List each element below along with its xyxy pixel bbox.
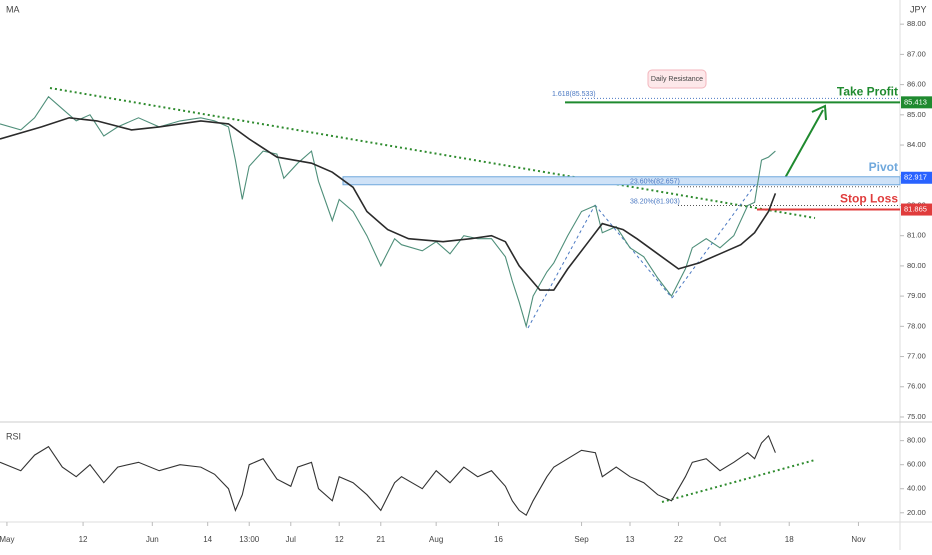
y-tick-label: 60.00	[907, 460, 926, 469]
y-tick-label: 77.00	[907, 352, 926, 361]
fib-label: 38.20%(81.903)	[630, 198, 680, 205]
fib-leg	[527, 204, 596, 329]
y-tick-label: 80.00	[907, 436, 926, 445]
fib-label: 23.60%(82.657)	[630, 179, 680, 186]
y-tick-label: 86.00	[907, 80, 926, 89]
x-tick-label: Aug	[429, 535, 443, 544]
x-tick-label: Nov	[851, 535, 865, 544]
level-label: Pivot	[869, 160, 898, 174]
level-label: Stop Loss	[840, 192, 898, 206]
y-tick-label: 81.00	[907, 231, 926, 240]
currency-label: JPY	[910, 4, 927, 14]
y-tick-label: 88.00	[907, 19, 926, 28]
resistance-callout	[647, 69, 707, 89]
y-tick-label: 79.00	[907, 291, 926, 300]
pivot-zone	[342, 176, 901, 186]
target-arrow	[784, 109, 824, 179]
trendline	[49, 87, 816, 219]
x-tick-label: Jul	[286, 535, 296, 544]
rsi-trendline	[661, 459, 816, 503]
y-tick-label: 40.00	[907, 484, 926, 493]
x-tick-label: 18	[785, 535, 794, 544]
fib-leg	[594, 204, 673, 299]
price-tag-label: 82.917	[904, 173, 927, 182]
y-tick-label: 87.00	[907, 49, 926, 58]
callout-text: Daily Resistance	[651, 76, 703, 83]
y-tick-label: 20.00	[907, 508, 926, 517]
x-tick-label: 22	[674, 535, 683, 544]
x-tick-label: 21	[376, 535, 385, 544]
x-tick-label: May	[0, 535, 14, 544]
indicator-line	[0, 116, 777, 291]
price-tag	[901, 96, 932, 109]
indicator-line	[0, 434, 776, 517]
y-tick-label: 80.00	[907, 261, 926, 270]
x-tick-label: 14	[203, 535, 212, 544]
y-tick-label: 78.00	[907, 321, 926, 330]
price-line	[0, 95, 776, 329]
x-tick-label: 16	[494, 535, 503, 544]
x-tick-label: 12	[335, 535, 344, 544]
x-tick-label: Oct	[714, 535, 727, 544]
y-tick-label: 84.00	[907, 140, 926, 149]
x-tick-label: Sep	[574, 535, 589, 544]
y-tick-label: 75.00	[907, 412, 926, 421]
fib-label: 1.618(85.533)	[552, 91, 596, 98]
price-tag	[901, 171, 932, 184]
price-tag-label: 85.413	[904, 97, 927, 106]
x-tick-label: Jun	[146, 535, 159, 544]
x-tick-label: 12	[79, 535, 88, 544]
arrow-head	[811, 104, 827, 121]
fib-leg	[671, 177, 761, 299]
price-tag	[901, 203, 932, 216]
price-tag-label: 81.865	[904, 205, 927, 214]
x-tick-label: 13	[626, 535, 635, 544]
x-tick-label: 13:00	[239, 535, 260, 544]
rsi-label: RSI	[6, 431, 21, 441]
ma-label: MA	[6, 4, 20, 14]
y-tick-label: 76.00	[907, 382, 926, 391]
level-label: Take Profit	[837, 85, 898, 99]
y-tick-label: 85.00	[907, 110, 926, 119]
